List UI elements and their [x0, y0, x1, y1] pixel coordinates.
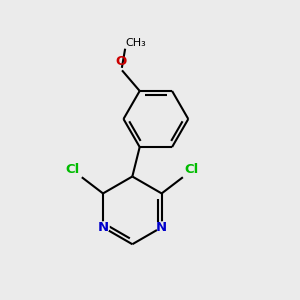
Text: CH₃: CH₃	[126, 38, 146, 48]
Text: Cl: Cl	[184, 163, 199, 176]
Text: O: O	[116, 55, 127, 68]
Text: N: N	[156, 221, 167, 234]
Text: Cl: Cl	[66, 163, 80, 176]
Text: N: N	[98, 221, 109, 234]
